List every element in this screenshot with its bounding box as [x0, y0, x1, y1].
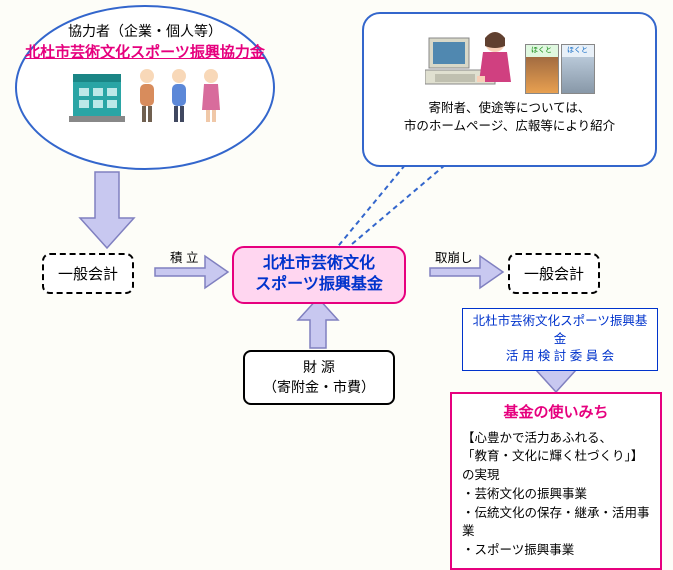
fund-line1: 北杜市芸術文化 — [244, 254, 394, 275]
person2-icon — [167, 66, 191, 124]
finsrc-line2: （寄附金・市費） — [263, 378, 375, 398]
usage-title: 基金の使いみち — [462, 402, 650, 425]
oval-title2: 北杜市芸術文化スポーツ振興協力金 — [17, 41, 273, 62]
torikuzushi-label: 取崩し — [435, 247, 473, 266]
building-icon — [67, 66, 127, 124]
fund-center: 北杜市芸術文化 スポーツ振興基金 — [232, 246, 406, 304]
finsrc-line1: 財 源 — [263, 358, 375, 378]
usage-item2: ・伝統文化の保存・継承・活用事業 — [462, 504, 650, 542]
cooperator-oval: 協力者（企業・個人等） 北杜市芸術文化スポーツ振興協力金 — [15, 5, 275, 170]
usage-sub1: 【心豊かで活力あふれる、 — [462, 429, 650, 448]
person1-icon — [135, 66, 159, 124]
bubble-line1: 寄附者、使途等については、 — [376, 100, 643, 118]
magazines: ほくと ほくと — [523, 44, 595, 94]
tsumitate-label: 積 立 — [170, 247, 198, 266]
person-pc-icon — [425, 24, 515, 94]
financial-source: 財 源 （寄附金・市費） — [243, 350, 395, 405]
committee-line2: 活 用 検 討 委 員 会 — [469, 348, 651, 366]
oval-title1: 協力者（企業・個人等） — [17, 21, 273, 41]
magazine1: ほくと — [525, 44, 559, 94]
general-account-left: 一般会計 — [42, 253, 134, 294]
arrow-oval-to-account — [80, 172, 134, 248]
arrow-finsource-to-fund — [298, 298, 338, 348]
general-account-right: 一般会計 — [508, 253, 600, 294]
bubble-tail — [335, 165, 445, 250]
usage-box: 基金の使いみち 【心豊かで活力あふれる、 「教育・文化に輝く杜づくり」】の実現 … — [450, 392, 662, 570]
person3-icon — [199, 66, 223, 124]
committee-box: 北杜市芸術文化スポーツ振興基金 活 用 検 討 委 員 会 — [462, 308, 658, 371]
intro-bubble: ほくと ほくと 寄附者、使途等については、 市のホームページ、広報等により紹介 — [362, 12, 657, 167]
fund-line2: スポーツ振興基金 — [244, 275, 394, 296]
usage-sub2: 「教育・文化に輝く杜づくり」】の実現 — [462, 447, 650, 485]
committee-line1: 北杜市芸術文化スポーツ振興基金 — [469, 313, 651, 348]
magazine2: ほくと — [561, 44, 595, 94]
picto-row — [17, 66, 273, 124]
usage-item3: ・スポーツ振興事業 — [462, 541, 650, 560]
bubble-line2: 市のホームページ、広報等により紹介 — [376, 118, 643, 136]
usage-item1: ・芸術文化の振興事業 — [462, 485, 650, 504]
